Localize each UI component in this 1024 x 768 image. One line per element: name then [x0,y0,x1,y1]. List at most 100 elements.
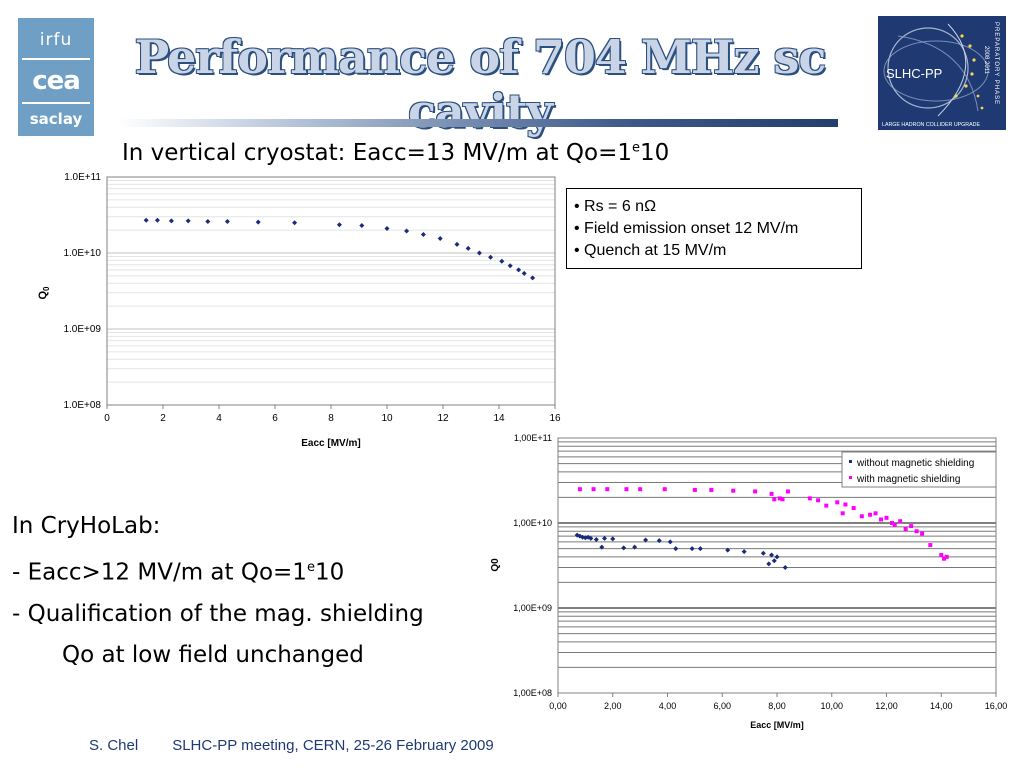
data-point [903,526,908,531]
data-point [530,275,536,281]
data-point [580,534,586,540]
infobox-line-field-emission: • Field emission onset 12 MV/m [574,220,799,237]
x-tick-label: 4 [216,413,222,424]
x-tick-label: 2 [160,413,166,424]
data-point [884,515,889,520]
data-point [944,554,949,559]
x-tick-label: 4,00 [659,701,677,711]
data-point [488,254,494,260]
data-point [851,506,856,511]
data-point [760,550,766,556]
cavity-parameters-box: • Rs = 6 nΩ • Field emission onset 12 MV… [566,188,862,269]
plot-area [106,176,556,406]
data-point [780,497,785,502]
data-point [879,517,884,522]
y-tick-label: 1.0E+09 [63,324,101,335]
data-point [835,500,840,505]
data-point [777,496,782,501]
data-point [185,218,191,224]
logo-saclay-text: saclay [29,110,83,128]
data-point [610,536,616,542]
cryholab-eacc-tail: 10 [314,559,345,586]
data-point [914,529,919,534]
data-point [769,491,774,496]
data-point [807,496,812,501]
data-point [336,222,342,228]
x-tick-label: 6,00 [713,701,731,711]
logo-irfu-text: irfu [39,30,73,50]
title-underline-bar [118,119,838,127]
x-axis-label: Eacc [MV/m] [750,720,804,730]
y-tick-label: 1.0E+08 [63,400,101,411]
x-tick-label: 12 [437,413,449,424]
data-point [420,232,426,238]
slide-title: Performance of 704 MHz sc cavity [134,30,827,138]
subtitle-tail: 10 [640,140,670,166]
data-point [898,519,903,524]
legend-marker-with [849,476,852,479]
footer-author: S. Chel [89,737,139,754]
data-point [255,219,261,225]
y-axis-label: Q0 [490,558,501,572]
cryholab-eacc-superscript: e [306,560,315,575]
data-point [771,558,777,564]
x-tick-label: 6 [272,413,278,424]
legend-label-with: with magnetic shielding [856,474,960,485]
subtitle-text: In vertical cryostat: Eacc=13 MV/m at Qo… [122,140,633,166]
data-point [774,554,780,560]
data-point [205,218,211,224]
data-point [621,545,627,551]
data-point [521,270,527,276]
data-point [928,543,933,548]
data-point [605,487,610,492]
y-tick-label: 1.0E+10 [63,248,101,259]
subtitle-superscript: e [632,140,641,156]
slhc-pp-logo: SLHC-PP PREPARATORY PHASE 2008 2011 LARG… [878,16,1006,130]
chart-gridlines [107,176,555,406]
data-point [772,497,777,502]
infobox-line-quench: • Quench at 15 MV/m [574,242,727,259]
irfu-cea-saclay-logo: irfu cea saclay [18,18,94,136]
data-point [624,487,629,492]
data-point [766,561,772,567]
data-point [741,549,747,555]
data-point [292,220,298,226]
x-tick-label: 14,00 [930,701,953,711]
slide-footer: S. Chel SLHC-PP meeting, CERN, 25-26 Febr… [89,737,494,754]
x-tick-label: 2,00 [604,701,622,711]
data-point [909,524,914,529]
x-tick-label: 0 [104,413,110,424]
x-tick-label: 8 [328,413,334,424]
data-point [667,539,673,545]
data-point [499,258,505,264]
data-point [577,487,582,492]
data-point [859,514,864,519]
vertical-cryostat-summary: In vertical cryostat: Eacc=13 MV/m at Qo… [122,140,669,166]
data-point [454,241,460,247]
slhc-logo-years: 2008 2011 [983,46,989,75]
data-point [689,546,695,552]
chart-legend: without magnetic shielding with magnetic… [841,451,997,488]
y-tick-label: 1,00E+11 [514,433,552,443]
cryholab-summary: In CryHoLab: - Eacc>12 MV/m at Qo=1e10 -… [12,506,424,676]
y-tick-label: 1,00E+08 [513,688,552,698]
y-tick-label: 1.0E+11 [64,172,101,183]
data-point [840,511,845,516]
data-point [731,488,736,493]
x-tick-label: 10,00 [820,701,843,711]
data-point [602,535,608,541]
cryholab-eacc-line: - Eacc>12 MV/m at Qo=1e10 [12,547,424,594]
infobox-line-rs: • Rs = 6 nΩ [574,198,657,215]
data-point [785,489,790,494]
data-point [437,236,443,242]
data-point [868,512,873,517]
y-axis-label: Q0 [37,286,51,300]
data-point [404,228,410,234]
x-tick-label: 16 [549,413,561,424]
data-point [638,487,643,492]
data-point [582,535,588,541]
data-point [154,217,160,223]
cryholab-eacc-text: - Eacc>12 MV/m at Qo=1 [12,559,307,586]
data-point [577,533,583,539]
x-axis-label: Eacc [MV/m] [301,438,360,449]
